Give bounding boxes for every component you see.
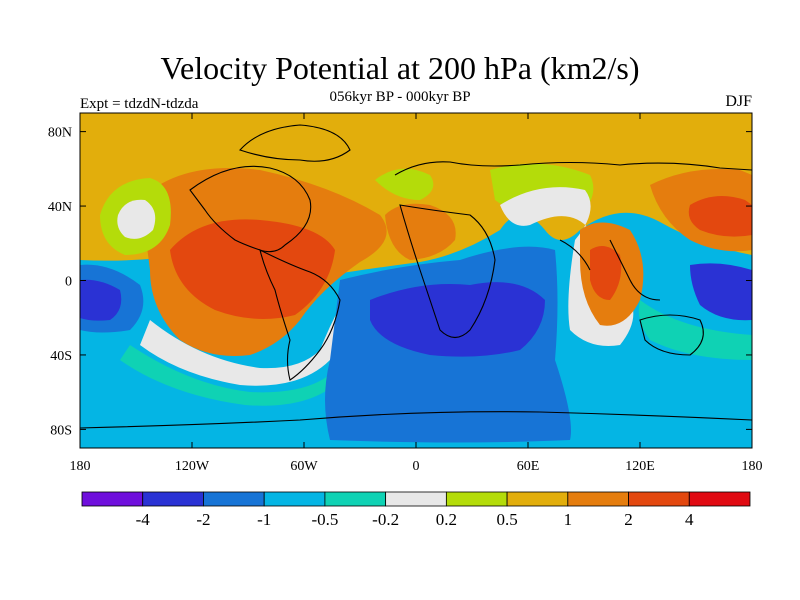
colorbar-label: -0.2 (372, 510, 399, 529)
lat-tick-label: 0 (65, 275, 72, 290)
colorbar-label: 0.2 (436, 510, 457, 529)
colorbar-label: 4 (685, 510, 694, 529)
lon-tick-label: 180 (742, 459, 763, 474)
colorbar-label: -1 (257, 510, 271, 529)
lat-tick-label: 40N (48, 200, 72, 215)
longitude-axis: 180 120W 60W 0 60E 120E 180 (70, 113, 763, 474)
colorbar-label: -2 (196, 510, 210, 529)
colorbar-swatch (203, 491, 265, 507)
colorbar-label: 1 (564, 510, 573, 529)
lon-tick-label: 180 (70, 459, 91, 474)
colorbar-swatch (385, 491, 447, 507)
colorbar-swatch (263, 491, 326, 507)
colorbar-label: -4 (136, 510, 151, 529)
lon-tick-label: 0 (413, 459, 420, 474)
lat-tick-label: 80N (48, 126, 72, 141)
lat-tick-label: 40S (50, 349, 72, 364)
lon-tick-label: 120E (625, 459, 655, 474)
experiment-label: Expt = tdzdN-tdzda (80, 96, 199, 112)
colorbar-swatch (567, 491, 629, 507)
latitude-axis: 80N 40N 0 40S 80S (48, 126, 752, 438)
coastlines (80, 124, 752, 429)
colorbar-label: 0.5 (496, 510, 517, 529)
plot-subtitle: 056kyr BP - 000kyr BP (329, 89, 471, 105)
lon-tick-label: 60E (517, 459, 540, 474)
lon-tick-label: 60W (290, 459, 318, 474)
colorbar-swatch (506, 491, 569, 507)
colorbar-label: -0.5 (311, 510, 338, 529)
colorbar-label: 2 (624, 510, 633, 529)
lon-tick-label: 120W (175, 459, 210, 474)
colorbar: -4 -2 -1 -0.5 -0.2 0.2 0.5 1 2 4 (81, 491, 751, 529)
lat-tick-label: 80S (50, 423, 72, 438)
colorbar-swatch (628, 491, 690, 507)
colorbar-swatch (324, 491, 387, 507)
plot-title: Velocity Potential at 200 hPa (km2/s) (160, 50, 640, 86)
season-label: DJF (725, 93, 752, 110)
colorbar-swatch (445, 491, 508, 507)
colorbar-swatch (688, 491, 751, 507)
colorbar-swatch (142, 491, 204, 507)
colorbar-swatch (81, 491, 144, 507)
